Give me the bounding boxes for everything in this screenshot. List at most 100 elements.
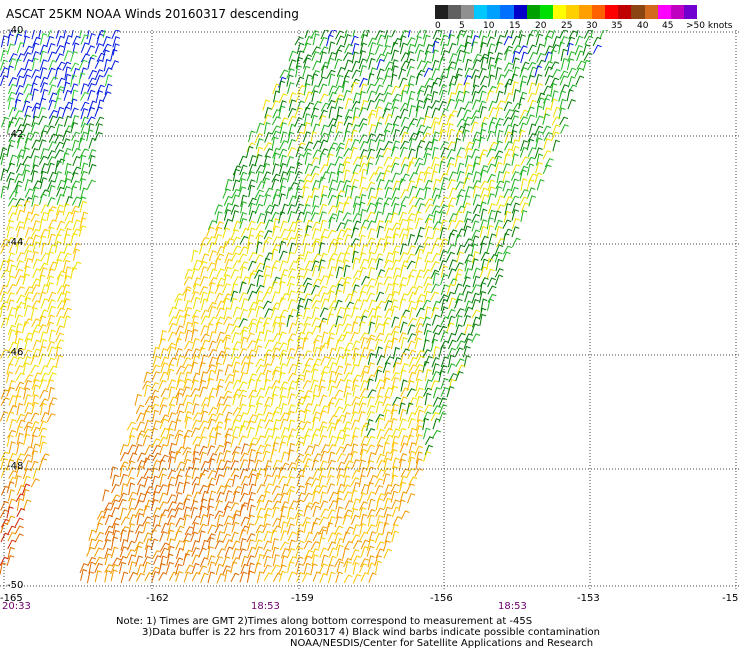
wind-barb <box>430 411 440 422</box>
wind-barb <box>400 131 409 143</box>
wind-barb <box>288 442 296 456</box>
wind-barb <box>191 315 199 327</box>
wind-barb <box>343 306 351 319</box>
wind-barb <box>264 435 274 445</box>
wind-barb <box>207 413 217 424</box>
wind-barb <box>48 365 58 375</box>
wind-barb <box>422 60 432 71</box>
wind-barb <box>462 90 470 103</box>
wind-barb <box>543 138 551 150</box>
wind-barb <box>184 306 193 318</box>
wind-barb <box>190 379 199 391</box>
wind-barb <box>56 307 65 318</box>
wind-barb <box>30 478 40 488</box>
wind-barb <box>238 389 248 399</box>
wind-barb <box>232 168 240 182</box>
wind-barb <box>448 110 458 120</box>
wind-barb <box>111 30 121 40</box>
wind-barb <box>22 362 30 375</box>
wind-barb <box>350 489 358 502</box>
wind-barb <box>471 292 480 304</box>
wind-barb <box>510 109 520 120</box>
wind-barb <box>448 128 456 141</box>
wind-barb <box>198 547 207 558</box>
wind-barb <box>152 355 161 367</box>
wind-barb <box>296 256 304 270</box>
wind-barb <box>535 105 543 118</box>
wind-barb <box>272 152 280 165</box>
wind-barb <box>72 42 80 55</box>
wind-barb <box>296 563 304 576</box>
wind-barb <box>438 412 447 423</box>
wind-barb <box>191 476 201 486</box>
wind-barb <box>239 538 247 551</box>
wind-barb <box>183 288 191 302</box>
wind-barb <box>423 171 432 183</box>
wind-barb <box>232 306 241 318</box>
wind-barb <box>295 436 305 447</box>
wind-barb <box>471 213 480 224</box>
wind-barb <box>224 381 234 391</box>
wind-barb <box>415 99 424 112</box>
wind-barb <box>310 212 320 222</box>
wind-barb <box>319 491 327 504</box>
wind-barb <box>342 179 351 191</box>
wind-barb <box>63 290 71 303</box>
wind-barb <box>559 30 569 39</box>
wind-barb <box>296 336 304 350</box>
wind-barb <box>406 58 415 69</box>
wind-barb <box>366 545 375 557</box>
note-line-1: Note: 1) Times are GMT 2)Times along bot… <box>116 616 533 627</box>
wind-barb <box>294 162 303 175</box>
wind-barb <box>336 277 346 286</box>
wind-barb <box>191 309 201 319</box>
wind-barb <box>558 41 565 54</box>
wind-barb <box>487 277 496 288</box>
wind-barb <box>279 154 287 168</box>
wind-barb <box>296 275 305 287</box>
wind-barb <box>286 68 295 79</box>
wind-barb <box>302 555 312 566</box>
wind-barb <box>326 521 333 535</box>
wind-barb <box>464 306 473 317</box>
wind-barb <box>320 355 330 366</box>
wind-barb <box>248 301 258 311</box>
wind-barb <box>472 59 481 70</box>
wind-barb <box>374 554 382 567</box>
wind-barb <box>454 347 464 357</box>
wind-barb <box>127 467 137 478</box>
wind-barb <box>310 30 320 39</box>
wind-barb <box>39 435 46 448</box>
wind-barb <box>40 82 49 93</box>
wind-barb <box>231 540 241 550</box>
wind-barb <box>456 147 465 157</box>
wind-barb <box>375 560 383 573</box>
wind-barb <box>471 299 480 311</box>
wind-barb <box>239 492 249 503</box>
wind-barb <box>87 82 96 93</box>
wind-barb <box>87 89 96 101</box>
wind-barb <box>16 41 25 54</box>
wind-barb <box>311 554 319 567</box>
wind-barb <box>430 379 439 391</box>
wind-barb <box>416 409 424 423</box>
wind-barb <box>128 482 135 495</box>
wind-barb <box>86 129 94 142</box>
wind-barb <box>352 92 361 104</box>
wind-barb <box>48 99 57 111</box>
wind-barb <box>334 241 342 254</box>
wind-barb <box>256 290 264 303</box>
wind-barb <box>182 357 192 367</box>
wind-barb <box>303 57 311 69</box>
wind-barb <box>40 372 50 383</box>
wind-barb <box>431 99 440 110</box>
wind-barb <box>374 166 384 176</box>
wind-barb <box>303 268 312 280</box>
wind-barb <box>111 536 118 549</box>
wind-barb <box>502 251 511 262</box>
wind-barb <box>383 92 392 103</box>
wind-barb <box>238 292 248 303</box>
wind-barb <box>422 299 432 310</box>
wind-barb <box>471 333 481 343</box>
wind-barb <box>376 453 385 464</box>
